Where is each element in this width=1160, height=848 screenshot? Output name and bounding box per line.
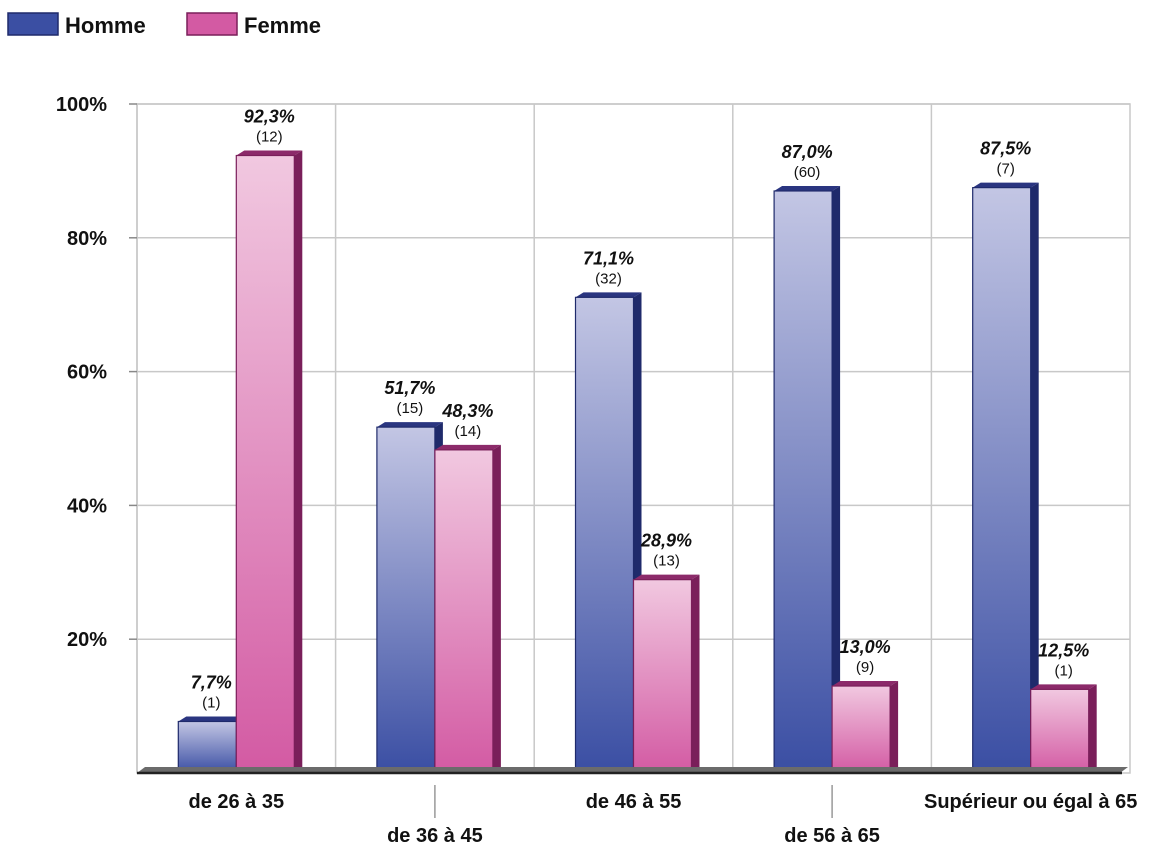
- x-tick-label: de 26 à 35: [188, 791, 284, 813]
- x-tick-label: de 46 à 55: [586, 791, 682, 813]
- bar-front: [177, 720, 237, 774]
- data-label-count: (14): [455, 423, 482, 440]
- bar-femme: [235, 150, 303, 774]
- bar-front: [831, 685, 891, 774]
- bar-top: [832, 681, 899, 687]
- bar-top: [178, 716, 245, 722]
- x-tick-label: Supérieur ou égal à 65: [924, 791, 1137, 813]
- data-label-count: (9): [856, 659, 874, 676]
- x-tick-label: de 36 à 45: [387, 825, 483, 847]
- legend-swatch-homme: [7, 12, 59, 36]
- bar-femme: [632, 574, 700, 774]
- bar-front: [632, 579, 693, 774]
- bar-side: [492, 444, 501, 773]
- x-axis-floor: [137, 767, 1128, 773]
- data-label-count: (13): [653, 553, 680, 570]
- y-tick-label: 100%: [56, 94, 107, 116]
- bar-homme: [574, 292, 642, 774]
- data-label-percent: 13,0%: [840, 637, 891, 657]
- y-tick-label: 20%: [67, 629, 107, 651]
- bar-top: [633, 574, 700, 580]
- data-label-percent: 87,5%: [980, 139, 1031, 159]
- data-label-percent: 7,7%: [191, 672, 232, 692]
- legend-item-femme: Femme: [186, 12, 321, 38]
- bar-side: [1030, 182, 1039, 773]
- data-label-percent: 48,3%: [441, 401, 493, 421]
- bar-side: [294, 150, 303, 773]
- data-label-count: (1): [202, 694, 220, 711]
- data-label-count: (60): [794, 164, 821, 181]
- x-tick-label: de 56 à 65: [784, 825, 880, 847]
- legend-swatch-femme: [186, 12, 238, 36]
- y-tick-label: 60%: [67, 362, 107, 384]
- data-label-count: (32): [595, 270, 622, 287]
- bar-front: [376, 426, 436, 774]
- bar-side: [890, 681, 899, 773]
- data-label-percent: 12,5%: [1038, 640, 1089, 660]
- data-label-percent: 87,0%: [782, 142, 833, 162]
- bar-top: [1030, 684, 1097, 690]
- bars: [177, 150, 1097, 774]
- bar-labels: 7,7% (1) 92,3% (12) 51,7% (15) 48,3% (14) 71,1% (…: [191, 107, 1089, 712]
- bar-top: [774, 185, 841, 191]
- bar-homme: [972, 182, 1039, 774]
- bar-top: [972, 182, 1039, 188]
- bar-femme: [1030, 684, 1097, 774]
- bar-side: [832, 185, 841, 774]
- bar-top: [236, 150, 303, 156]
- data-label-count: (15): [397, 400, 424, 417]
- data-label-percent: 71,1%: [583, 248, 634, 268]
- bar-front: [773, 190, 833, 774]
- bar-homme: [376, 422, 443, 774]
- data-label-percent: 92,3%: [244, 107, 295, 127]
- y-axis: 20% 40% 60% 80% 100%: [56, 94, 137, 651]
- bar-top: [434, 444, 501, 450]
- legend: Homme Femme: [7, 12, 321, 38]
- bar-front: [235, 154, 295, 774]
- data-label-percent: 51,7%: [384, 378, 435, 398]
- bar-side: [691, 574, 700, 773]
- bar-front: [1030, 688, 1090, 774]
- bar-femme: [831, 681, 899, 774]
- x-axis: [137, 767, 1128, 775]
- bar-front: [574, 296, 635, 774]
- bar-top: [376, 422, 443, 428]
- legend-label-homme: Homme: [65, 13, 146, 38]
- x-axis-labels: de 26 à 35 de 36 à 45 de 46 à 55 de 56 à 65…: [188, 785, 1137, 847]
- data-label-count: (7): [997, 161, 1015, 178]
- data-label-percent: 28,9%: [640, 531, 692, 551]
- data-label-count: (12): [256, 129, 283, 146]
- data-label-count: (1): [1055, 662, 1073, 679]
- bar-homme: [773, 185, 841, 774]
- bar-front: [434, 449, 494, 774]
- bar-femme: [434, 444, 501, 774]
- y-tick-label: 40%: [67, 495, 107, 517]
- bar-top: [575, 292, 642, 298]
- bar-front: [972, 187, 1032, 774]
- bar-homme: [177, 716, 245, 774]
- legend-item-homme: Homme: [7, 12, 146, 38]
- y-tick-label: 80%: [67, 228, 107, 250]
- gridlines: [137, 103, 1130, 773]
- legend-label-femme: Femme: [244, 13, 321, 38]
- bar-side: [1088, 684, 1097, 773]
